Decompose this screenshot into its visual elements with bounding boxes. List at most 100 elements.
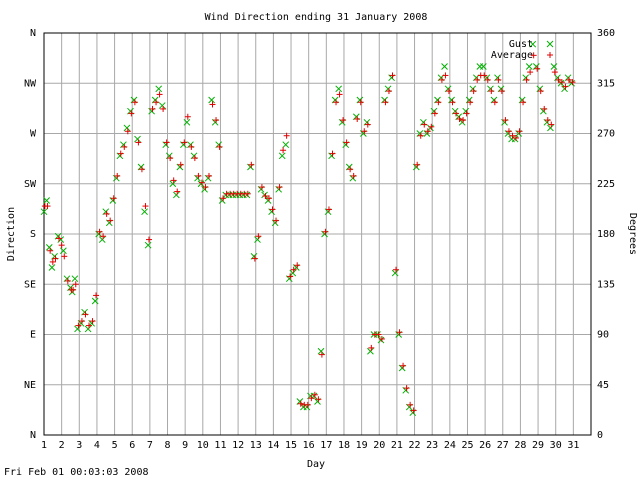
data-point-gust <box>550 63 558 70</box>
data-point-average <box>340 117 347 124</box>
right-tick-label: 135 <box>597 279 615 290</box>
data-point-gust <box>480 63 487 70</box>
data-point-average <box>410 407 417 414</box>
data-point-average <box>290 266 297 273</box>
right-tick-label: 0 <box>597 430 603 441</box>
legend: Gust Average <box>491 39 554 61</box>
data-point-average <box>318 351 325 358</box>
right-tick-label: 360 <box>597 28 615 39</box>
x-tick-label: 29 <box>532 440 544 451</box>
left-tick-label: S <box>30 229 36 240</box>
x-tick-label: 4 <box>94 440 100 451</box>
data-point-average <box>89 318 96 325</box>
data-point-gust <box>74 325 81 333</box>
x-tick-label: 28 <box>514 440 526 451</box>
x-tick-label: 14 <box>267 440 279 451</box>
data-point-gust <box>208 96 215 104</box>
data-point-average <box>100 233 107 240</box>
data-point-average <box>209 101 216 108</box>
data-point-average <box>558 79 565 86</box>
data-point-gust <box>278 152 286 160</box>
data-point-average <box>248 161 255 168</box>
data-point-average <box>424 128 431 135</box>
left-tick-label: SW <box>24 179 37 190</box>
x-tick-label: 3 <box>76 440 82 451</box>
data-point-average <box>544 117 551 124</box>
x-axis-label: Day <box>307 459 325 470</box>
data-point-average <box>378 335 385 342</box>
data-point-average <box>329 150 336 157</box>
data-point-gust <box>71 275 79 283</box>
data-point-average <box>145 236 152 243</box>
data-point-average <box>64 277 71 284</box>
x-tick-label: 11 <box>214 440 226 451</box>
data-point-average <box>484 76 491 83</box>
right-tick-label: 225 <box>597 179 615 190</box>
data-point-average <box>385 88 392 95</box>
data-point-average <box>498 88 505 95</box>
data-point-gust <box>48 264 56 271</box>
data-point-average <box>449 99 456 106</box>
x-tick-label: 27 <box>497 440 509 451</box>
data-point-average <box>181 139 188 146</box>
data-point-average <box>569 79 576 86</box>
data-point-average <box>438 76 445 83</box>
legend-marker-average <box>547 52 553 58</box>
data-point-gust <box>441 63 448 70</box>
data-point-average <box>44 203 51 210</box>
data-point-gust <box>134 135 141 143</box>
data-point-average <box>534 65 541 72</box>
x-tick-label: 2 <box>59 440 65 451</box>
data-point-average <box>297 400 304 407</box>
data-point-gust <box>45 244 53 251</box>
data-point-average <box>188 143 195 150</box>
data-point-gust <box>172 191 180 199</box>
data-point-average <box>347 166 354 173</box>
x-tick-label: 7 <box>147 440 153 451</box>
data-point-average <box>58 242 65 249</box>
data-point-average <box>548 121 555 128</box>
data-point-average <box>75 322 82 329</box>
data-point-average <box>460 117 467 124</box>
footer-timestamp: Fri Feb 01 00:03:03 2008 <box>4 467 149 478</box>
data-point-average <box>251 255 258 262</box>
data-point-average <box>205 172 212 179</box>
data-point-average <box>273 217 280 224</box>
x-tick-label: 16 <box>303 440 315 451</box>
data-point-average <box>463 110 470 117</box>
x-tick-label: 17 <box>320 440 332 451</box>
data-point-average <box>124 128 131 135</box>
data-point-gust <box>317 347 325 355</box>
data-point-average <box>117 150 124 157</box>
data-point-average <box>555 76 562 83</box>
data-point-average <box>294 262 301 269</box>
x-tick-label: 23 <box>426 440 438 451</box>
data-point-gust <box>529 40 537 48</box>
data-point-average <box>403 385 410 392</box>
x-tick-label: 21 <box>391 440 403 451</box>
data-point-average <box>336 91 343 98</box>
data-point-average <box>170 177 177 184</box>
data-point-average <box>85 322 92 329</box>
x-tick-label: 22 <box>409 440 421 451</box>
data-point-average <box>304 401 311 408</box>
data-point-gust <box>335 85 343 93</box>
data-point-average <box>128 110 135 117</box>
data-point-average <box>311 391 318 398</box>
data-point-average <box>258 184 265 191</box>
data-point-average <box>442 72 449 79</box>
x-tick-label: 19 <box>356 440 368 451</box>
left-tick-label: N <box>30 28 36 39</box>
chart-title: Wind Direction ending 31 January 2008 <box>205 12 428 23</box>
data-point-gust <box>511 135 519 143</box>
data-point-average <box>82 311 89 318</box>
x-tick-label: 6 <box>129 440 135 451</box>
data-point-average <box>202 184 209 191</box>
data-point-average <box>269 206 276 213</box>
data-point-gust <box>40 208 48 216</box>
x-tick-label: 24 <box>444 440 456 451</box>
data-point-average <box>220 195 227 202</box>
data-point-average <box>520 99 527 106</box>
x-tick-label: 13 <box>250 440 262 451</box>
legend-label-gust: Gust <box>509 39 533 50</box>
